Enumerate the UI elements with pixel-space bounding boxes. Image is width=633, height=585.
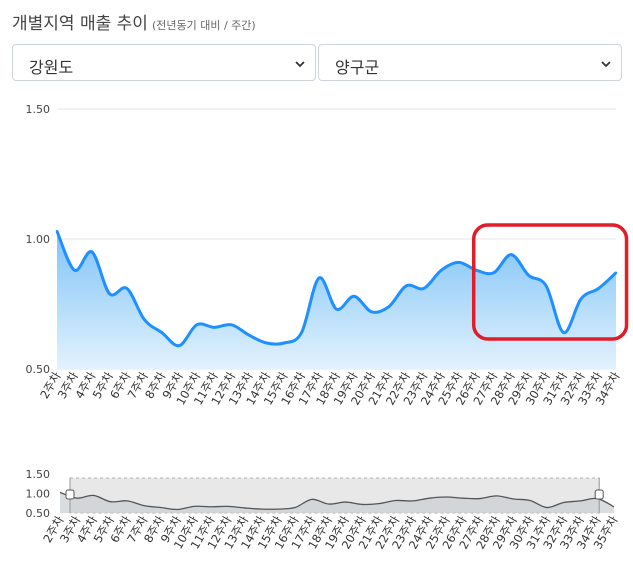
navigator-right-handle[interactable] bbox=[594, 489, 604, 500]
navigator-left-handle[interactable] bbox=[65, 489, 75, 500]
navigator-y-tick-label: 1.50 bbox=[26, 468, 51, 481]
county-select[interactable]: 양구군 bbox=[318, 44, 622, 81]
data-point bbox=[300, 331, 303, 334]
page-title: 개별지역 매출 추이 (전년동기 대비 / 주간) bbox=[12, 9, 256, 34]
data-point bbox=[178, 344, 181, 347]
data-point bbox=[457, 261, 460, 264]
county-select-value: 양구군 bbox=[335, 58, 380, 77]
navigator-line bbox=[59, 491, 615, 511]
sales-trend-chart: 1.501.000.50 2주차3주차4주차5주차6주차7주차8주차9주차10주… bbox=[26, 103, 629, 408]
data-point bbox=[387, 305, 391, 308]
data-point bbox=[317, 276, 321, 280]
data-point bbox=[370, 310, 373, 313]
data-point bbox=[90, 250, 94, 254]
chevron-down-icon bbox=[601, 61, 611, 68]
data-point bbox=[352, 295, 356, 298]
title-subtitle: (전년동기 대비 / 주간) bbox=[151, 19, 256, 32]
y-tick-label: 1.00 bbox=[26, 233, 51, 246]
data-point bbox=[614, 271, 618, 274]
y-tick-label: 1.50 bbox=[26, 103, 51, 116]
series-area bbox=[57, 231, 616, 369]
highlight-box bbox=[471, 223, 629, 341]
data-point bbox=[195, 323, 198, 326]
navigator-chart[interactable]: 1.501.000.50 2주차3주차4주차5주차6주차7주차8주차9주차10주… bbox=[0, 460, 633, 585]
navigator-y-tick-label: 0.50 bbox=[26, 507, 51, 520]
province-select[interactable]: 강원도 bbox=[12, 44, 316, 81]
navigator-y-tick-label: 1.00 bbox=[26, 488, 51, 501]
data-point bbox=[230, 323, 233, 326]
data-point bbox=[562, 331, 565, 334]
data-point bbox=[282, 341, 286, 345]
data-point bbox=[247, 334, 251, 337]
data-point bbox=[73, 269, 76, 272]
data-point bbox=[579, 297, 583, 300]
title-text: 개별지역 매출 추이 bbox=[12, 14, 148, 34]
data-point bbox=[509, 253, 513, 256]
data-point bbox=[544, 284, 548, 287]
data-point bbox=[475, 269, 478, 272]
data-point bbox=[440, 269, 443, 272]
data-point bbox=[335, 308, 338, 311]
data-point bbox=[422, 287, 426, 290]
data-point bbox=[527, 274, 530, 277]
province-select-value: 강원도 bbox=[29, 58, 74, 77]
data-point bbox=[492, 271, 495, 274]
data-point bbox=[55, 230, 59, 233]
data-point bbox=[108, 292, 111, 295]
data-point bbox=[597, 287, 600, 290]
data-point bbox=[265, 341, 268, 345]
data-point bbox=[143, 318, 146, 321]
data-point bbox=[405, 284, 408, 287]
data-point bbox=[160, 331, 164, 334]
data-point bbox=[125, 287, 129, 290]
data-point bbox=[213, 326, 216, 329]
chevron-down-icon bbox=[295, 61, 305, 68]
navigator-area bbox=[60, 492, 614, 513]
y-tick-label: 0.50 bbox=[26, 363, 51, 376]
